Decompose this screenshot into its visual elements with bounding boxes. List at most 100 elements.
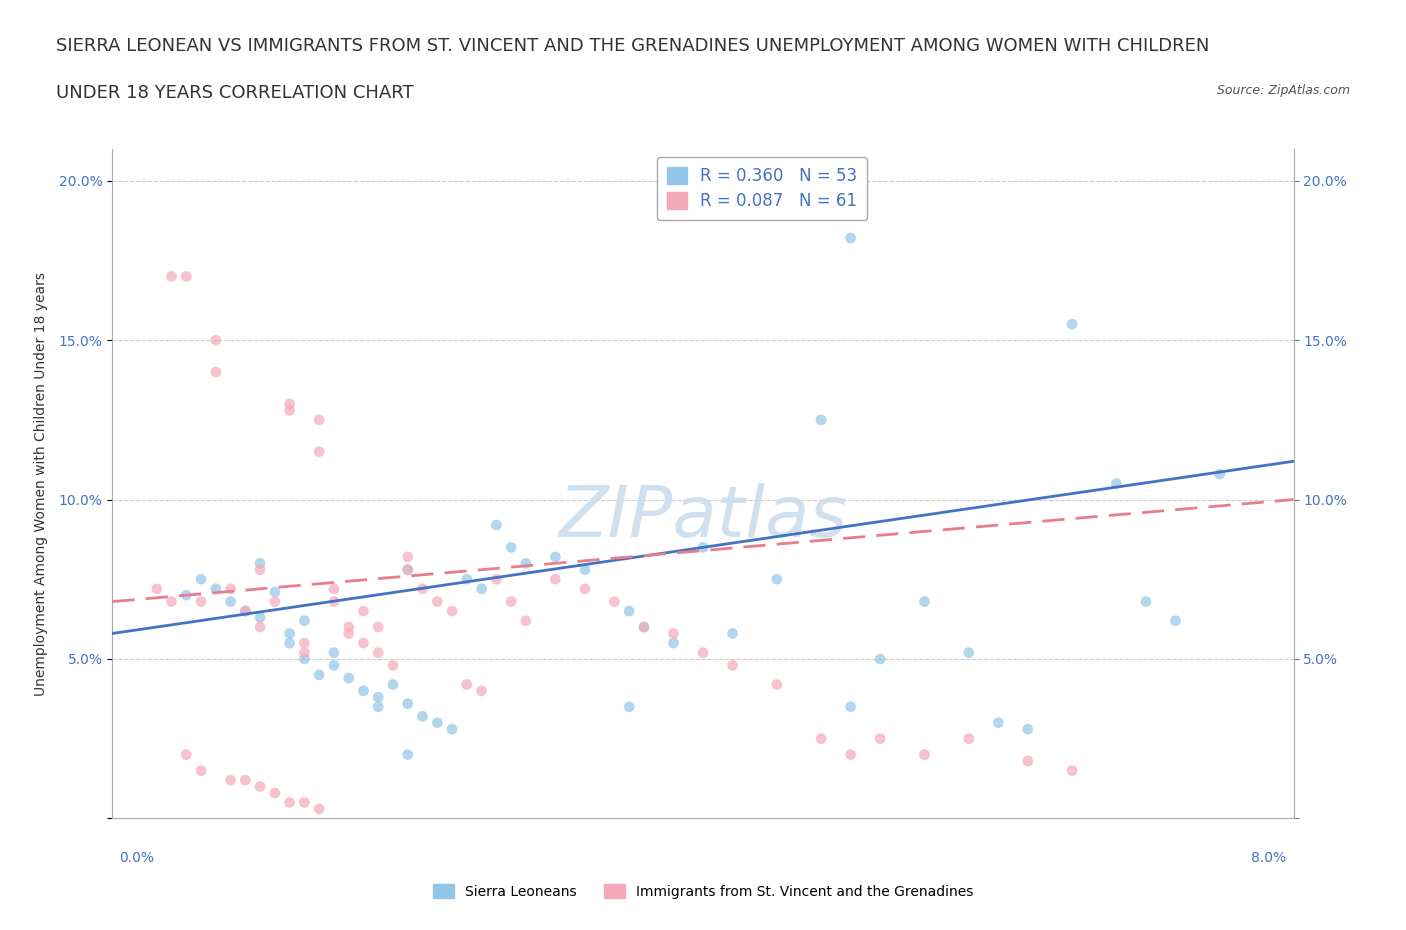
Point <box>308 412 330 427</box>
Point <box>292 613 315 628</box>
Point <box>839 231 862 246</box>
Point <box>292 795 315 810</box>
Point <box>219 594 242 609</box>
Point <box>1164 613 1187 628</box>
Point <box>619 699 641 714</box>
Point <box>367 645 389 660</box>
Point <box>337 626 360 641</box>
Point <box>367 690 389 705</box>
Point <box>278 626 301 641</box>
Point <box>1208 467 1232 482</box>
Point <box>810 412 832 427</box>
Point <box>264 585 287 600</box>
Point <box>471 684 494 698</box>
Point <box>278 403 301 418</box>
Point <box>308 445 330 459</box>
Text: ZIPatlas: ZIPatlas <box>558 483 848 551</box>
Point <box>367 619 389 634</box>
Point <box>352 604 374 618</box>
Point <box>249 619 271 634</box>
Point <box>692 645 714 660</box>
Point <box>249 563 271 578</box>
Point <box>1062 317 1084 332</box>
Point <box>957 645 980 660</box>
Point <box>485 572 508 587</box>
Point <box>382 658 405 672</box>
Point <box>396 563 419 578</box>
Point <box>1017 753 1039 768</box>
Text: 0.0%: 0.0% <box>120 851 155 865</box>
Point <box>292 635 315 650</box>
Point <box>308 802 330 817</box>
Point <box>456 572 478 587</box>
Point <box>278 795 301 810</box>
Point <box>146 581 169 596</box>
Point <box>412 709 434 724</box>
Point <box>190 594 212 609</box>
Point <box>396 747 419 762</box>
Point <box>292 652 315 667</box>
Point <box>501 540 523 555</box>
Point <box>633 619 655 634</box>
Point <box>471 581 494 596</box>
Text: 8.0%: 8.0% <box>1251 851 1286 865</box>
Point <box>396 697 419 711</box>
Point <box>501 594 523 609</box>
Point <box>485 518 508 533</box>
Point <box>352 684 374 698</box>
Point <box>249 556 271 571</box>
Point <box>1135 594 1157 609</box>
Point <box>765 572 787 587</box>
Point <box>721 626 744 641</box>
Point <box>574 563 596 578</box>
Point <box>174 747 197 762</box>
Point <box>810 731 832 746</box>
Text: Source: ZipAtlas.com: Source: ZipAtlas.com <box>1216 84 1350 97</box>
Point <box>219 773 242 788</box>
Point <box>337 671 360 685</box>
Point <box>205 581 228 596</box>
Point <box>264 594 287 609</box>
Point <box>323 658 346 672</box>
Point <box>441 604 464 618</box>
Point <box>249 779 271 794</box>
Point <box>323 594 346 609</box>
Point <box>426 594 449 609</box>
Point <box>662 635 685 650</box>
Point <box>233 773 256 788</box>
Point <box>190 764 212 778</box>
Point <box>323 581 346 596</box>
Point <box>987 715 1010 730</box>
Point <box>160 269 183 284</box>
Point <box>426 715 449 730</box>
Point <box>544 572 567 587</box>
Point <box>914 747 936 762</box>
Point <box>515 556 537 571</box>
Point <box>396 550 419 565</box>
Point <box>190 572 212 587</box>
Point <box>382 677 405 692</box>
Point <box>233 604 256 618</box>
Y-axis label: Unemployment Among Women with Children Under 18 years: Unemployment Among Women with Children U… <box>34 272 48 696</box>
Point <box>249 610 271 625</box>
Point <box>367 699 389 714</box>
Point <box>323 645 346 660</box>
Legend: R = 0.360   N = 53, R = 0.087   N = 61: R = 0.360 N = 53, R = 0.087 N = 61 <box>657 157 868 220</box>
Point <box>233 604 256 618</box>
Text: SIERRA LEONEAN VS IMMIGRANTS FROM ST. VINCENT AND THE GRENADINES UNEMPLOYMENT AM: SIERRA LEONEAN VS IMMIGRANTS FROM ST. VI… <box>56 37 1209 55</box>
Point <box>839 699 862 714</box>
Point <box>619 604 641 618</box>
Point <box>869 652 891 667</box>
Point <box>205 333 228 348</box>
Point <box>721 658 744 672</box>
Point <box>1105 476 1128 491</box>
Point <box>544 550 567 565</box>
Point <box>441 722 464 737</box>
Point <box>337 619 360 634</box>
Point <box>412 581 434 596</box>
Point <box>603 594 626 609</box>
Point <box>1017 722 1039 737</box>
Point <box>869 731 891 746</box>
Point <box>662 626 685 641</box>
Point <box>292 645 315 660</box>
